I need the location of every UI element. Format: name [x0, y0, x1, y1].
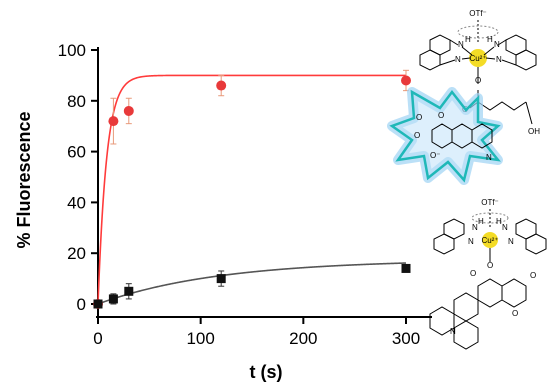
svg-text:O⁻: O⁻ — [430, 151, 440, 160]
y-tick-label: 0 — [77, 295, 86, 314]
y-tick-label: 100 — [58, 41, 86, 60]
svg-text:N: N — [496, 55, 502, 64]
svg-text:H: H — [478, 217, 484, 226]
svg-text:N: N — [455, 55, 461, 64]
svg-text:O: O — [487, 261, 493, 270]
svg-text:N: N — [450, 327, 456, 336]
svg-text:O: O — [416, 113, 422, 122]
y-axis-title: % Fluorescence — [14, 111, 34, 248]
y-tick-label: 20 — [67, 244, 86, 263]
data-point-square — [93, 299, 103, 309]
y-tick-label: 80 — [67, 92, 86, 111]
x-axis-title: t (s) — [250, 362, 283, 382]
svg-text:O: O — [512, 309, 518, 318]
data-point-square — [216, 274, 226, 284]
data-point-circle — [401, 75, 411, 86]
hydroxyl-label: OH — [528, 127, 540, 136]
x-tick-label: 200 — [289, 329, 317, 348]
svg-text:O: O — [530, 271, 536, 280]
svg-text:N: N — [472, 223, 478, 232]
y-tick-label: 60 — [67, 143, 86, 162]
svg-text:N: N — [486, 153, 492, 162]
data-point-circle — [108, 116, 119, 127]
svg-text:O: O — [470, 269, 476, 278]
data-point-square — [108, 294, 118, 304]
data-point-square — [124, 286, 134, 296]
top-copper-complex: OTf⁻ Cu²⁺ N H N H N N O O OH — [419, 9, 540, 136]
top-counterion-label: OTf⁻ — [469, 9, 487, 18]
x-tick-label: 100 — [186, 329, 214, 348]
error-bars — [110, 69, 409, 305]
svg-text:N: N — [458, 40, 464, 49]
svg-text:N: N — [468, 237, 474, 246]
y-ticks: 0 20 40 60 80 100 — [58, 41, 98, 314]
bottom-metal-label: Cu²⁺ — [481, 236, 498, 245]
x-ticks: 0 100 200 300 — [93, 317, 420, 348]
x-tick-label: 300 — [392, 329, 420, 348]
top-metal-label: Cu²⁺ — [469, 54, 486, 63]
svg-text:O: O — [475, 76, 481, 85]
fit-curve-1 — [97, 74, 406, 305]
data-point-circle — [123, 105, 134, 116]
svg-text:H: H — [465, 35, 471, 44]
svg-text:N: N — [494, 40, 500, 49]
top-copper-highlight — [469, 49, 487, 67]
data-point-square — [401, 263, 411, 273]
svg-text:O: O — [438, 111, 444, 120]
bottom-copper-complex: OTf⁻ Cu²⁺ N H N H N N O O O O N — [429, 198, 547, 350]
bottom-copper-highlight — [482, 232, 498, 248]
bottom-counterion-label: OTf⁻ — [481, 198, 499, 207]
svg-text:O: O — [414, 131, 420, 140]
data-markers — [93, 75, 411, 309]
svg-text:H: H — [496, 217, 502, 226]
data-point-circle — [216, 80, 227, 91]
svg-text:N: N — [502, 223, 508, 232]
fluorescent-coumarin-burst: O O O O⁻ N — [387, 87, 503, 185]
fit-curves — [97, 74, 407, 305]
fit-curve-2 — [97, 262, 407, 305]
burst-outline — [389, 89, 501, 183]
x-tick-label: 0 — [93, 329, 102, 348]
svg-text:N: N — [508, 237, 514, 246]
svg-text:H: H — [487, 35, 493, 44]
y-tick-label: 40 — [67, 193, 86, 212]
